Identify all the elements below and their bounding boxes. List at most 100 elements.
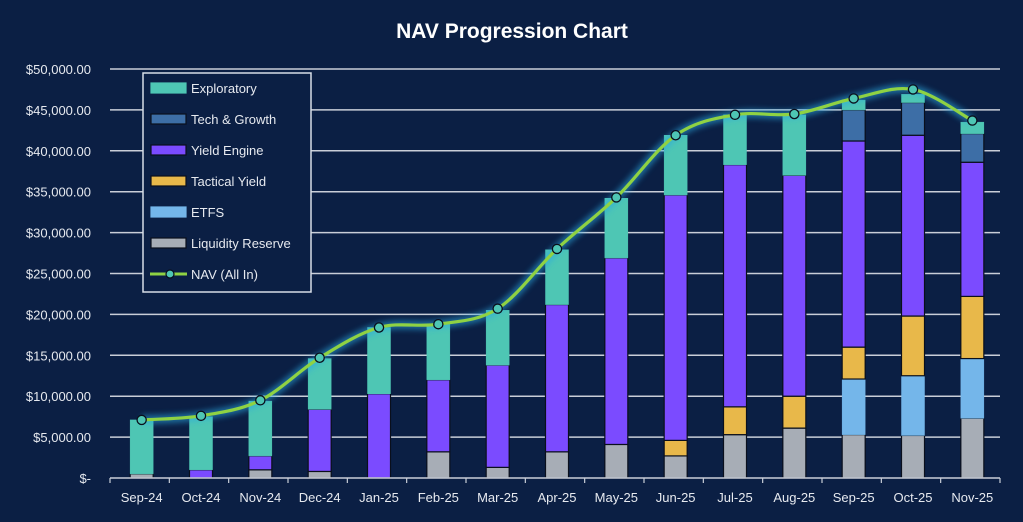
bar-segment-yield-engine xyxy=(188,469,214,479)
x-tick-label: Nov-24 xyxy=(239,490,281,505)
legend-label: Tactical Yield xyxy=(191,174,266,189)
bar-segment-exploratory xyxy=(426,323,451,381)
bar-segment-yield-engine xyxy=(485,364,510,468)
legend-swatch xyxy=(150,113,187,125)
legend-label: Yield Engine xyxy=(191,143,264,158)
bar-segment-exploratory xyxy=(367,327,391,394)
x-tick-label: Oct-25 xyxy=(893,490,932,505)
bar-segment-tech-growth xyxy=(960,133,985,163)
bar-segment-etfs xyxy=(960,358,985,419)
bar-segment-tactical-yield xyxy=(960,295,985,360)
y-tick-label: $35,000.00 xyxy=(26,185,91,200)
x-tick-label: Aug-25 xyxy=(773,490,815,505)
legend-label: Tech & Growth xyxy=(191,112,276,127)
legend-swatch xyxy=(150,144,187,156)
bar-segment-yield-engine xyxy=(307,408,332,473)
x-axis-ticks: Sep-24 Oct-24 Nov-24 Dec-24 Jan-25 Feb-25 Mar-… xyxy=(121,490,994,505)
x-tick-label: Jan-25 xyxy=(359,490,399,505)
bar-segment-tactical-yield xyxy=(782,395,807,429)
bar-segment-etfs xyxy=(901,375,925,436)
bar-segment-exploratory xyxy=(485,310,510,366)
x-tick-label: Sep-25 xyxy=(833,490,875,505)
bar-segment-tactical-yield xyxy=(663,439,688,457)
legend-label: Exploratory xyxy=(191,81,257,96)
bar-segment-tactical-yield xyxy=(900,315,926,377)
bar-segment-liquidity-reserve xyxy=(485,466,510,479)
legend-label: ETFS xyxy=(191,205,225,220)
bar-segment-yield-engine xyxy=(722,164,748,408)
x-tick-label: Oct-24 xyxy=(181,490,220,505)
bar-segment-liquidity-reserve xyxy=(248,469,273,479)
x-tick-label: Mar-25 xyxy=(477,490,518,505)
legend-swatch xyxy=(150,237,187,249)
x-tick-label: Dec-24 xyxy=(299,490,341,505)
bar-segment-yield-engine xyxy=(782,174,807,397)
bar-segment-yield-engine xyxy=(604,257,629,446)
y-tick-label: $30,000.00 xyxy=(26,226,91,241)
nav-marker xyxy=(551,243,563,255)
bar-segment-yield-engine xyxy=(544,303,570,453)
bar-segment-exploratory xyxy=(723,114,747,165)
bar-segment-tech-growth xyxy=(900,101,926,136)
bars xyxy=(129,94,985,479)
bar-segment-etfs xyxy=(841,378,866,435)
y-axis-ticks: $- $5,000.00 $10,000.00 $15,000.00 $20,000.0… xyxy=(26,62,91,486)
nav-marker xyxy=(314,352,325,364)
y-tick-label: $10,000.00 xyxy=(26,389,91,404)
bar-segment-yield-engine xyxy=(663,194,688,441)
bar-segment-tactical-yield xyxy=(722,406,748,436)
x-tick-label: Jul-25 xyxy=(717,490,752,505)
legend-swatch xyxy=(150,206,187,218)
nav-line xyxy=(136,84,978,426)
y-tick-label: $40,000.00 xyxy=(26,144,91,159)
nav-marker xyxy=(848,93,859,104)
bar-segment-yield-engine xyxy=(841,140,866,348)
bar-segment-liquidity-reserve xyxy=(663,455,688,479)
nav-marker xyxy=(255,395,266,406)
nav-marker xyxy=(789,108,800,120)
x-tick-label: Feb-25 xyxy=(418,490,459,505)
nav-marker xyxy=(967,115,978,126)
bar-segment-tactical-yield xyxy=(841,346,866,380)
bar-segment-liquidity-reserve xyxy=(782,427,807,479)
bar-segment-yield-engine xyxy=(248,455,273,471)
bar-segment-exploratory xyxy=(782,114,807,176)
bar-segment-exploratory xyxy=(129,419,154,475)
y-tick-label: $- xyxy=(79,471,91,486)
legend-marker-swatch xyxy=(165,269,175,279)
y-tick-label: $5,000.00 xyxy=(33,430,91,445)
nav-marker xyxy=(670,130,681,141)
bar-segment-exploratory xyxy=(189,416,213,471)
nav-marker xyxy=(907,84,919,95)
x-tick-label: Apr-25 xyxy=(537,490,576,505)
bar-segment-tech-growth xyxy=(841,109,866,142)
chart-title: NAV Progression Chart xyxy=(396,20,628,43)
bar-segment-liquidity-reserve xyxy=(900,434,926,479)
y-tick-label: $50,000.00 xyxy=(26,62,91,77)
nav-marker xyxy=(611,192,622,203)
y-tick-label: $20,000.00 xyxy=(26,307,91,322)
bar-segment-liquidity-reserve xyxy=(960,417,985,479)
x-tick-label: Jun-25 xyxy=(656,490,696,505)
y-tick-label: $15,000.00 xyxy=(26,348,91,363)
nav-marker xyxy=(136,414,147,426)
y-tick-label: $25,000.00 xyxy=(26,267,91,282)
legend-label: NAV (All In) xyxy=(191,267,258,282)
y-tick-label: $45,000.00 xyxy=(26,103,91,118)
x-tick-label: May-25 xyxy=(595,490,638,505)
legend-label: Liquidity Reserve xyxy=(191,236,291,251)
x-tick-label: Nov-25 xyxy=(951,490,993,505)
bar-segment-liquidity-reserve xyxy=(604,443,629,479)
legend-swatch xyxy=(150,82,187,94)
bar-segment-yield-engine xyxy=(900,134,926,317)
nav-marker xyxy=(729,109,741,121)
nav-marker xyxy=(433,318,444,330)
bar-segment-liquidity-reserve xyxy=(544,451,570,479)
x-tick-label: Sep-24 xyxy=(121,490,163,505)
nav-marker xyxy=(195,410,207,422)
bar-segment-yield-engine xyxy=(366,393,392,479)
bar-segment-yield-engine xyxy=(426,379,451,453)
legend-swatch xyxy=(150,175,187,187)
